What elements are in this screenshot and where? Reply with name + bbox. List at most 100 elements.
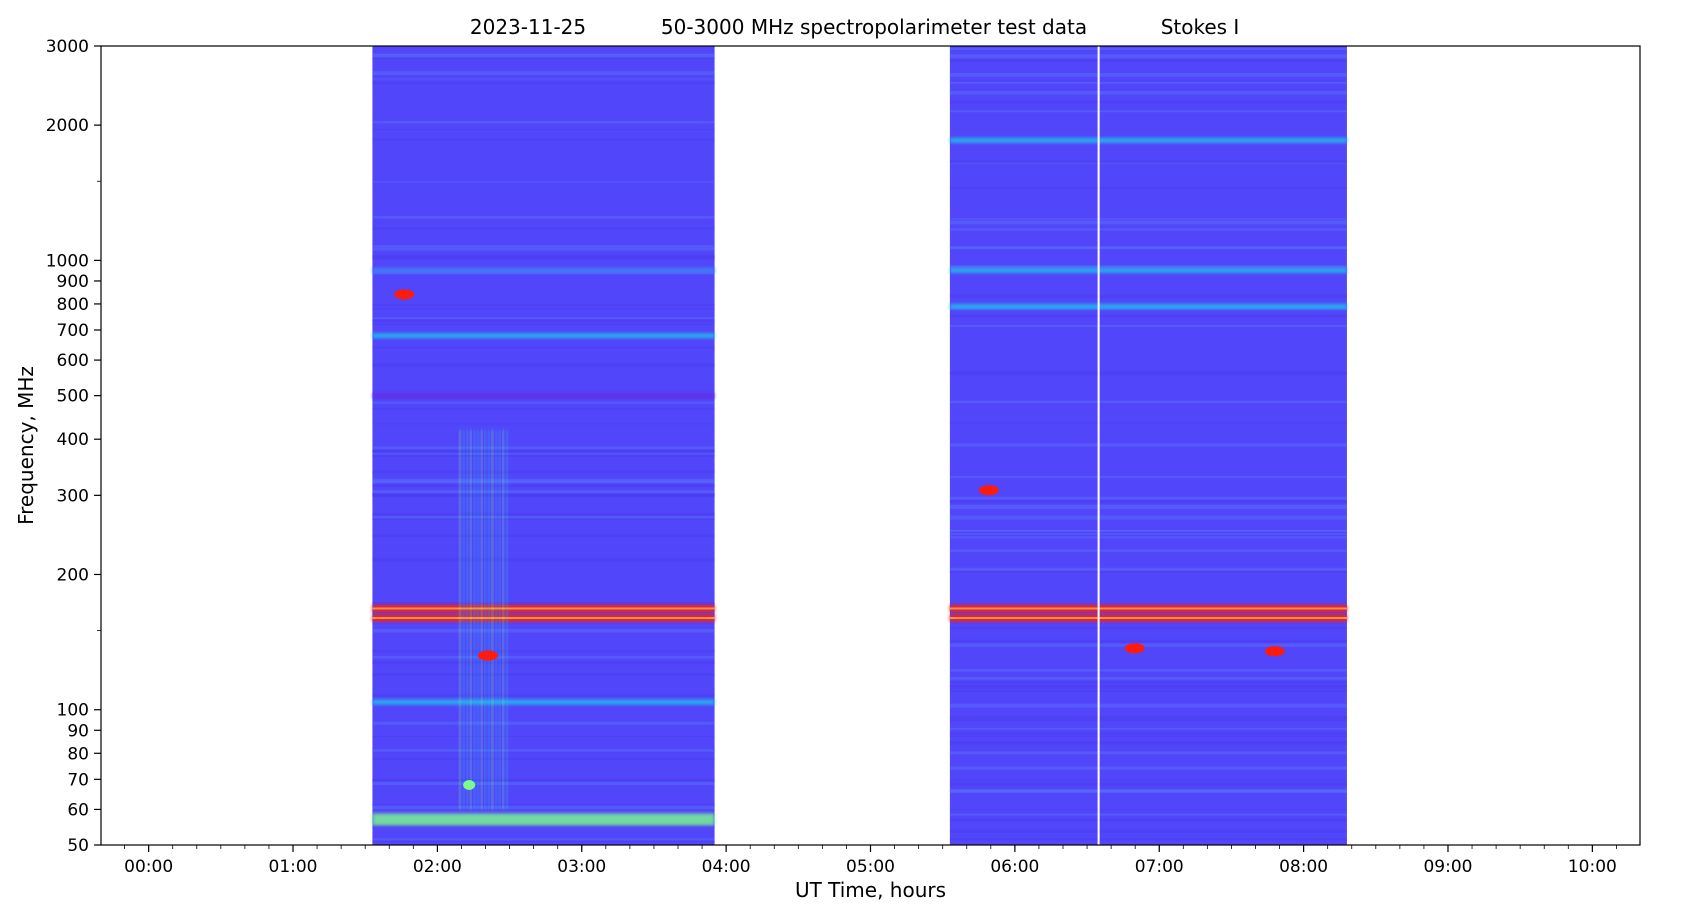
spectral-striation (949, 72, 1347, 77)
spectral-striation (372, 247, 715, 251)
spectral-striation (949, 47, 1347, 51)
burst-stripe (473, 429, 476, 810)
spectral-striation (372, 407, 715, 410)
spectral-striation (372, 227, 715, 230)
spectral-striation (372, 81, 715, 85)
spectral-striation (949, 741, 1347, 745)
x-tick-label: 00:00 (124, 857, 173, 877)
x-tick-label: 02:00 (413, 857, 462, 877)
spectral-striation (949, 265, 1347, 269)
y-tick-label: 3000 (46, 37, 89, 57)
spectral-striation (949, 549, 1347, 552)
spectral-striation (949, 324, 1347, 328)
spectral-striation (372, 804, 715, 809)
spectral-striation (949, 496, 1347, 500)
spectral-striation (372, 838, 715, 841)
spectral-striation (372, 71, 715, 75)
spectral-striation (949, 751, 1347, 755)
spectral-band (949, 303, 1347, 309)
x-axis: 00:00 01:00 02:00 03:00 04:00 05:00 06:00 07:00… (124, 845, 1617, 877)
spectral-striation (372, 450, 715, 453)
y-tick-label: 200 (57, 565, 89, 585)
spectral-striation (949, 59, 1347, 62)
x-tick-label: 07:00 (1135, 857, 1184, 877)
spectral-striation (372, 778, 715, 781)
spectral-striation (372, 215, 715, 219)
spectral-striation (949, 220, 1347, 225)
spectral-striation (949, 186, 1347, 190)
spectral-band-core (372, 617, 715, 620)
burst-stripe (505, 429, 508, 810)
spectral-band-core (949, 617, 1347, 620)
plot-frame (100, 45, 1641, 846)
spectral-band-core (372, 607, 715, 610)
spectral-striation (372, 660, 715, 665)
spectral-striation (372, 484, 715, 487)
x-tick-label: 03:00 (557, 857, 606, 877)
spectral-striation (949, 529, 1347, 532)
spectral-band (949, 137, 1347, 143)
spectral-striation (949, 686, 1347, 689)
spectral-striation (949, 809, 1347, 811)
burst-stripe (502, 429, 505, 810)
spectral-striation (372, 78, 715, 80)
spectral-striation (372, 272, 715, 274)
spectral-striation (949, 829, 1347, 833)
chart-title: 2023-11-25 50-3000 MHz spectropolarimete… (470, 15, 1239, 39)
y-tick-label: 600 (57, 351, 89, 371)
y-tick-label: 400 (57, 430, 89, 450)
spectral-striation (949, 536, 1347, 539)
spectral-striation (372, 323, 715, 326)
x-tick-label: 06:00 (990, 857, 1039, 877)
spectral-striation (372, 748, 715, 752)
spectral-striation (372, 512, 715, 516)
spectral-striation (949, 735, 1347, 737)
burst-stripe (462, 429, 465, 810)
x-tick-label: 04:00 (702, 857, 751, 877)
spectral-striation (372, 363, 715, 367)
spectral-striation (949, 818, 1347, 822)
emission-spot (1264, 646, 1285, 657)
spectral-striation (949, 732, 1347, 735)
burst-stripe (495, 429, 498, 810)
burst-stripe (487, 429, 490, 810)
spectral-striation (372, 779, 715, 783)
spectral-striation (372, 628, 715, 633)
spectral-striation (372, 650, 715, 653)
spectral-striation (372, 138, 715, 141)
spectral-striation (372, 803, 715, 807)
burst-stripe (466, 429, 469, 810)
spectral-striation (372, 839, 715, 843)
spectral-striation (372, 53, 715, 56)
spectral-striation (372, 245, 715, 248)
spectral-striation (372, 54, 715, 58)
burst-stripe (491, 429, 494, 810)
spectral-striation (949, 81, 1347, 84)
spectral-striation (372, 128, 715, 130)
spectral-striation (949, 813, 1347, 816)
spectral-striation (372, 304, 715, 306)
y-tick-label: 900 (57, 272, 89, 292)
spectral-striation (949, 690, 1347, 692)
spectral-striation (372, 181, 715, 183)
spectral-striation (949, 789, 1347, 793)
y-tick-label: 100 (57, 701, 89, 721)
spectral-striation (949, 719, 1347, 721)
spectral-band (372, 333, 715, 339)
spectral-striation (372, 735, 715, 737)
spectral-striation (949, 779, 1347, 781)
spectral-striation (949, 643, 1347, 647)
spectral-striation (372, 423, 715, 425)
spectral-striation (949, 504, 1347, 507)
spectral-striation (372, 308, 715, 310)
x-tick-label: 09:00 (1423, 857, 1472, 877)
spectral-striation (949, 80, 1347, 82)
spectral-striation (949, 639, 1347, 643)
spectral-striation (372, 254, 715, 259)
spectral-striation (372, 825, 715, 828)
spectral-striation (949, 422, 1347, 424)
spectral-striation (372, 401, 715, 404)
spectral-striation (949, 443, 1347, 447)
spectral-striation (372, 782, 715, 786)
